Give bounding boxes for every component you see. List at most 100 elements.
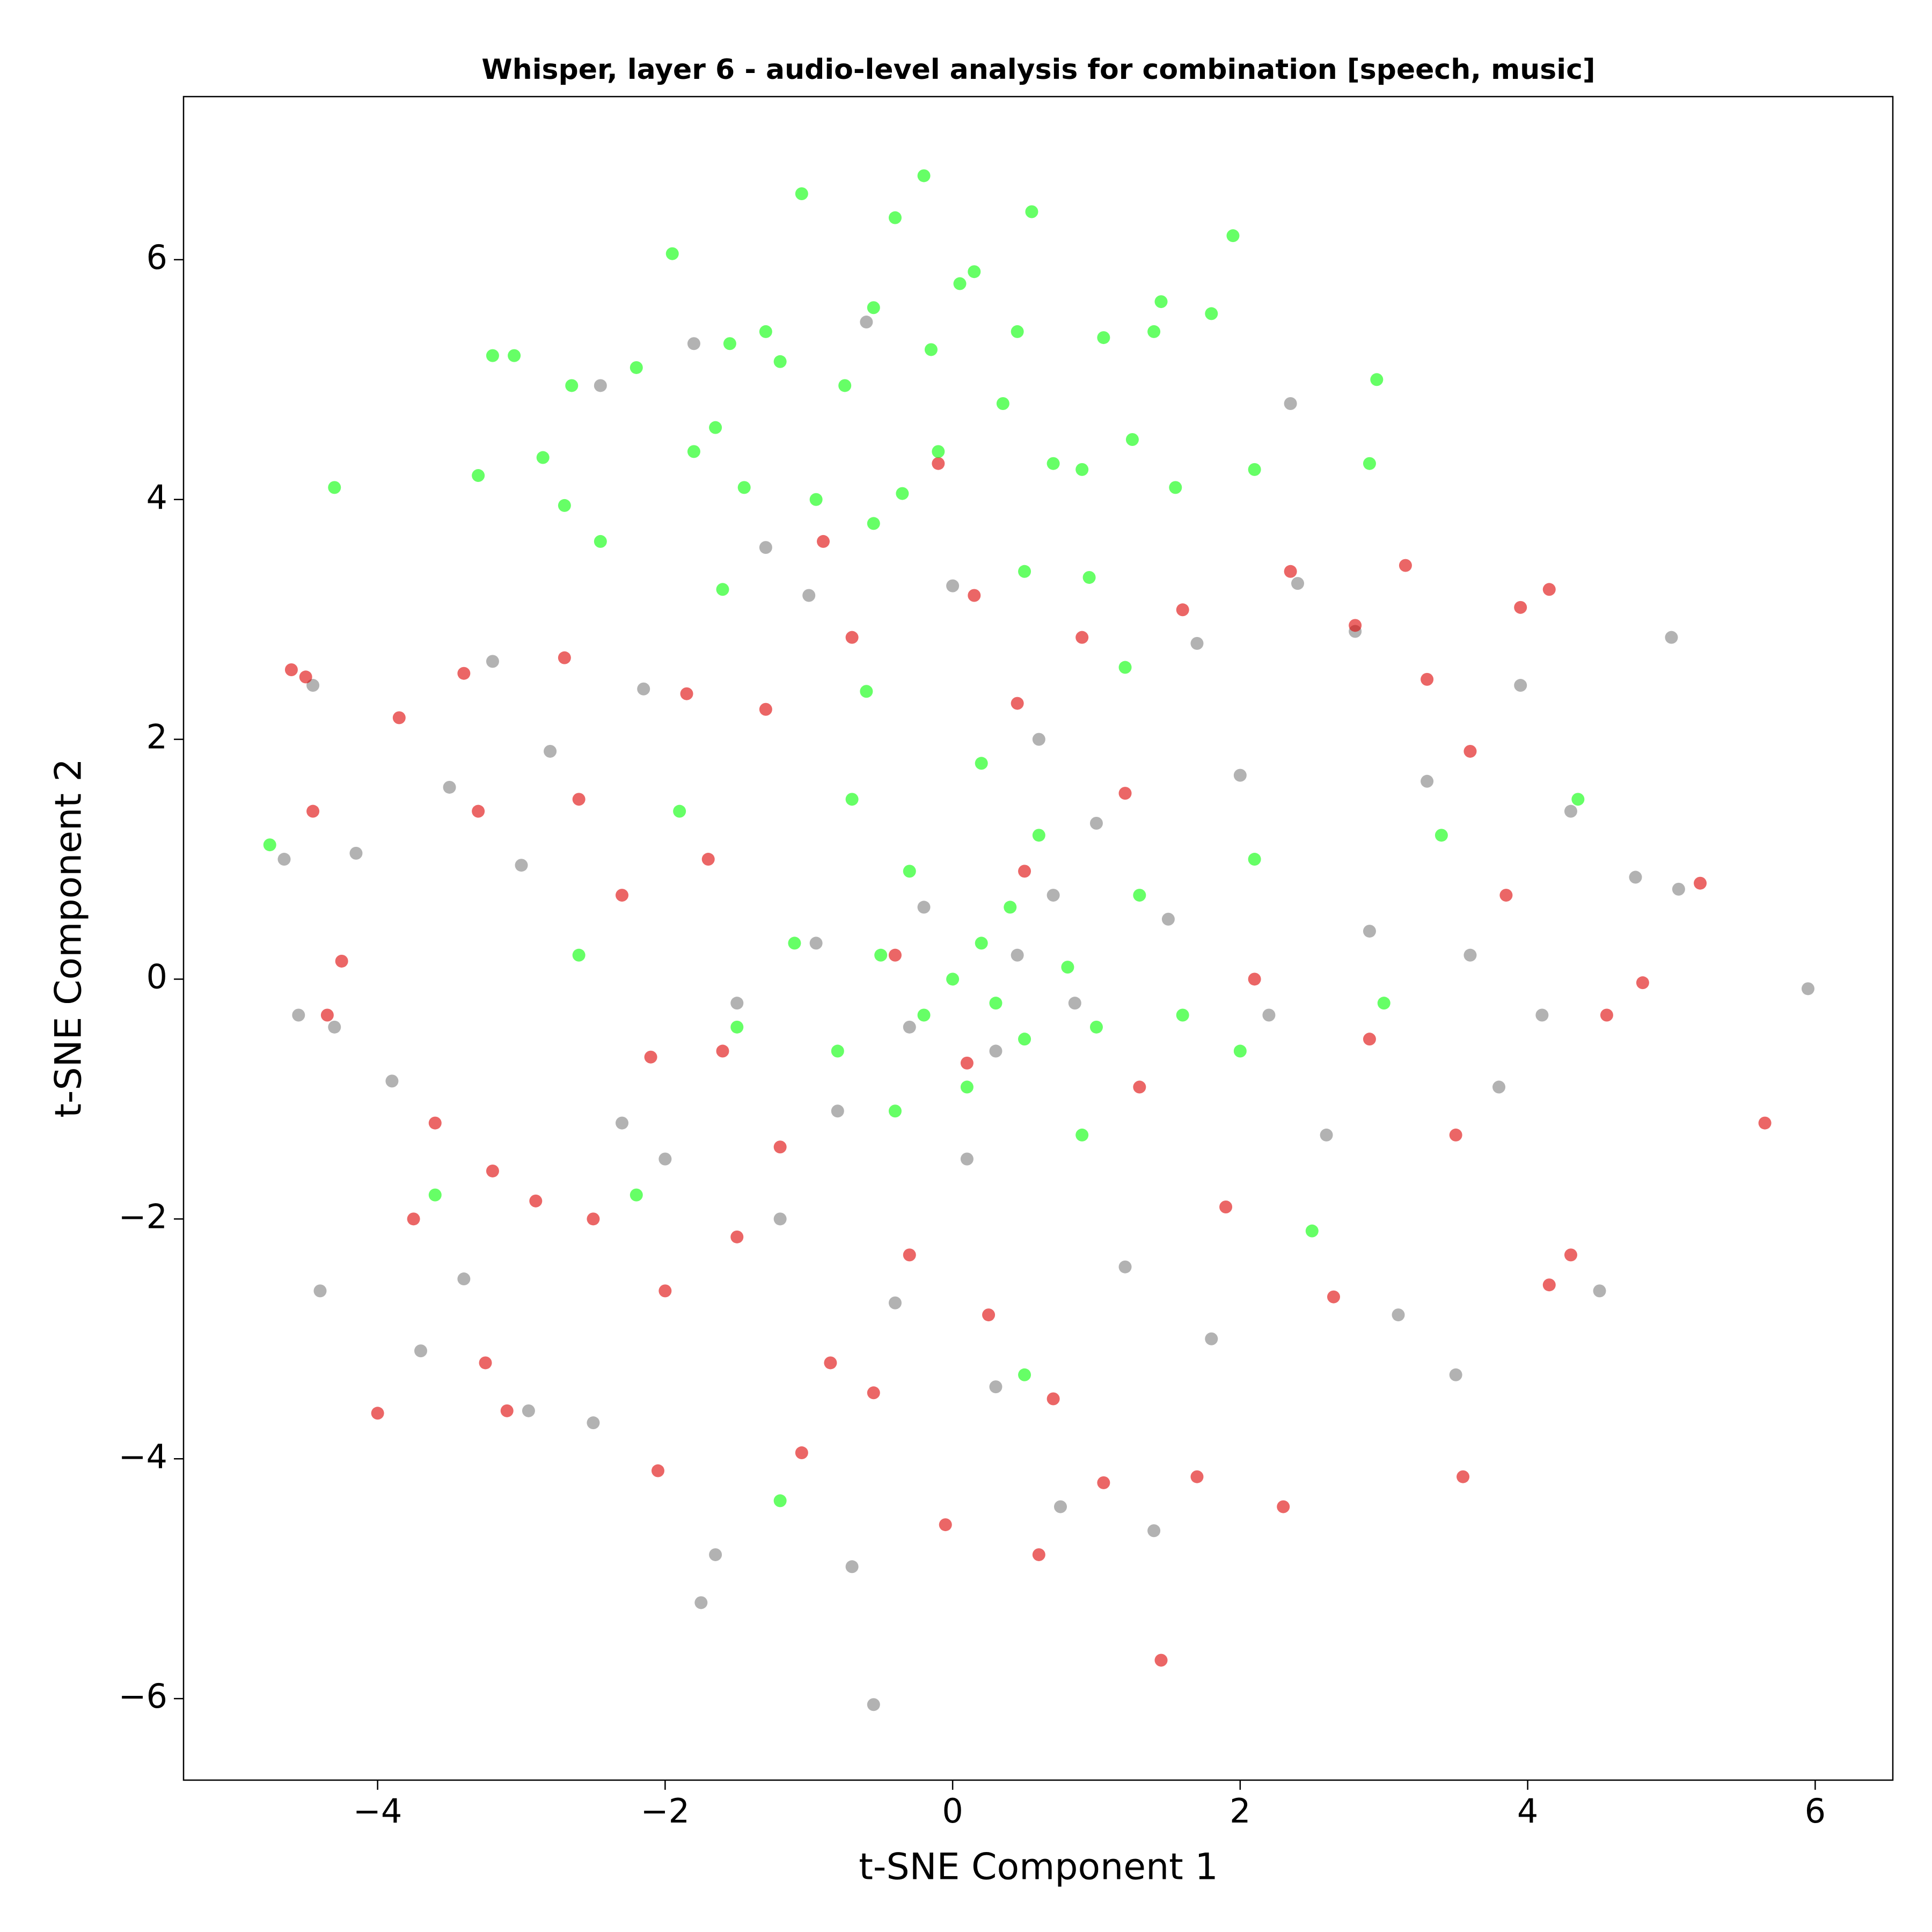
point xyxy=(536,451,550,464)
point xyxy=(443,780,456,794)
point xyxy=(472,469,485,482)
point xyxy=(457,1272,471,1286)
point xyxy=(1089,1020,1103,1034)
point xyxy=(960,1152,974,1166)
point xyxy=(1205,1332,1218,1345)
point xyxy=(932,457,945,470)
point xyxy=(1133,889,1146,902)
point xyxy=(1118,661,1132,674)
point xyxy=(960,1080,974,1094)
point xyxy=(1399,559,1412,572)
point xyxy=(773,1140,787,1154)
point xyxy=(630,361,643,374)
point xyxy=(773,1212,787,1226)
point xyxy=(795,187,808,200)
point xyxy=(1694,876,1707,890)
point xyxy=(1046,457,1060,470)
point xyxy=(508,349,521,362)
point xyxy=(472,804,485,818)
point xyxy=(867,301,880,314)
point xyxy=(1190,636,1204,650)
point xyxy=(284,663,298,677)
point xyxy=(558,651,571,664)
point xyxy=(1463,948,1477,962)
chart-title: Whisper, layer 6 - audio-level analysis … xyxy=(481,54,1595,86)
point xyxy=(788,936,801,950)
point xyxy=(1801,982,1814,996)
point xyxy=(989,1044,1002,1058)
point xyxy=(658,1152,672,1166)
point xyxy=(968,589,981,602)
point xyxy=(1449,1128,1462,1141)
point xyxy=(1758,1116,1772,1130)
point xyxy=(709,1548,722,1561)
point xyxy=(1320,1128,1333,1141)
point xyxy=(1248,463,1261,476)
point xyxy=(960,1056,974,1070)
point xyxy=(328,1020,341,1034)
point xyxy=(831,1104,844,1118)
point xyxy=(428,1116,442,1130)
point xyxy=(1233,769,1247,782)
y-axis-label: t-SNE Component 2 xyxy=(48,758,90,1117)
x-tick-label: 4 xyxy=(1517,1791,1538,1831)
point xyxy=(1363,1033,1376,1046)
point xyxy=(1262,1008,1276,1022)
point xyxy=(716,583,729,596)
point xyxy=(723,337,736,350)
point xyxy=(888,1104,902,1118)
point xyxy=(1118,1260,1132,1274)
point xyxy=(277,853,291,866)
point xyxy=(1363,925,1376,938)
point xyxy=(737,481,751,494)
point xyxy=(328,481,341,494)
point xyxy=(665,247,679,260)
plot-frame xyxy=(182,96,1894,1781)
point xyxy=(946,972,960,986)
point xyxy=(1161,912,1175,926)
y-tick-label: 6 xyxy=(147,238,167,277)
point xyxy=(1457,1470,1470,1483)
x-tick-label: 2 xyxy=(1230,1791,1250,1831)
point xyxy=(1284,397,1297,410)
x-tick-label: −4 xyxy=(353,1791,402,1831)
point xyxy=(996,397,1009,410)
point xyxy=(1032,1548,1045,1561)
point xyxy=(759,541,772,554)
point xyxy=(306,679,320,692)
point xyxy=(1118,787,1132,800)
y-tick-label: 2 xyxy=(147,718,167,757)
point xyxy=(917,169,931,182)
point xyxy=(982,1308,996,1322)
point xyxy=(1133,1080,1146,1094)
point xyxy=(1046,889,1060,902)
point xyxy=(529,1194,543,1208)
point xyxy=(975,757,988,770)
point xyxy=(1421,774,1434,788)
y-tick-label: −2 xyxy=(119,1197,167,1236)
point xyxy=(1089,817,1103,830)
point xyxy=(860,316,873,329)
point xyxy=(407,1212,420,1226)
point xyxy=(1392,1308,1405,1322)
y-tick-label: 0 xyxy=(147,957,167,997)
point xyxy=(1018,1033,1031,1046)
point xyxy=(989,997,1002,1010)
point xyxy=(1154,1653,1168,1667)
point xyxy=(896,487,909,500)
point xyxy=(1190,1470,1204,1483)
point xyxy=(687,337,700,350)
point xyxy=(1046,1392,1060,1406)
point xyxy=(1176,603,1189,617)
point xyxy=(594,379,607,392)
x-axis-label: t-SNE Component 1 xyxy=(859,1846,1218,1889)
x-tick-label: −2 xyxy=(641,1791,690,1831)
point xyxy=(1018,565,1031,578)
point xyxy=(1284,565,1297,578)
y-tick-label: −4 xyxy=(119,1437,167,1476)
point xyxy=(824,1356,837,1370)
point xyxy=(515,859,528,872)
point xyxy=(730,1230,744,1243)
point xyxy=(1277,1500,1290,1513)
point xyxy=(1593,1284,1606,1298)
